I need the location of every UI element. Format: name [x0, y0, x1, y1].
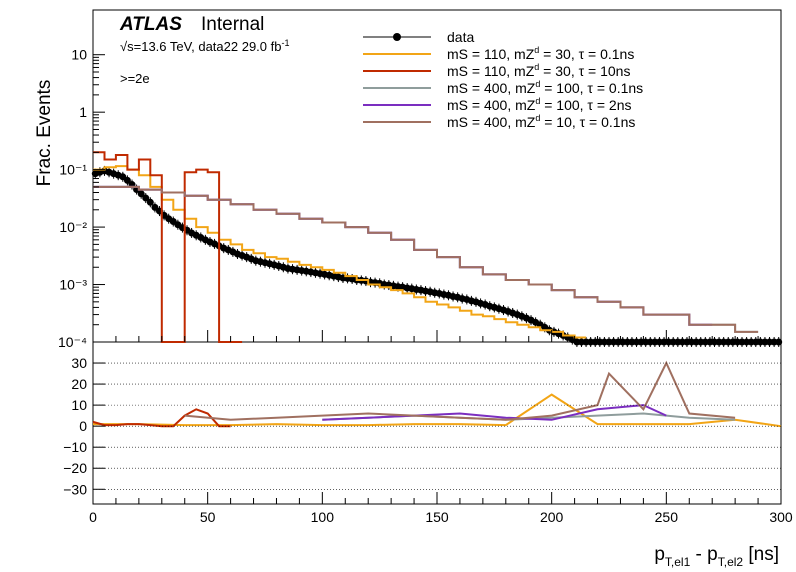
legend-label-ms-400-mz-d-10-0-1ns: mS = 400, mZd = 10, τ = 0.1ns — [447, 113, 635, 130]
ratio-y-tick-label: −20 — [63, 460, 87, 476]
ratio-panel-frame — [92, 341, 782, 505]
main-y-tick-label: 1 — [79, 104, 87, 120]
main-y-tick-label: 10⁻¹ — [59, 162, 87, 178]
series-ms-110-mz-d-30-0-1ns-ratio — [93, 393, 782, 428]
ratio-y-tick-label: −30 — [63, 481, 87, 497]
data-point — [137, 190, 145, 198]
legend-label-ms-400-mz-d-100-2ns: mS = 400, mZd = 100, τ = 2ns — [447, 96, 631, 113]
selection-label: >=2e — [120, 71, 150, 86]
series-ms-400-mz-d-100-2ns-main — [93, 185, 713, 326]
main-y-tick-label: 10⁻² — [59, 219, 87, 235]
series-ms-110-mz-d-30-10ns-main — [93, 151, 243, 343]
main-series-group — [91, 151, 783, 347]
data-point — [775, 338, 783, 346]
ratio-y-tick-label: −10 — [63, 439, 87, 455]
series-ms-400-mz-d-10-0-1ns-ratio — [184, 360, 736, 421]
ratio-series-group — [92, 360, 782, 428]
series-ms-400-mz-d-10-0-1ns-main — [93, 185, 759, 333]
ratio-y-tick-label: 10 — [71, 397, 87, 413]
internal-label: Internal — [201, 14, 264, 35]
main-y-tick-label: 10 — [71, 47, 87, 63]
x-tick-label: 100 — [311, 509, 335, 525]
ratio-y-tick-label: 20 — [71, 376, 87, 392]
x-tick-label: 150 — [425, 509, 449, 525]
ratio-y-tick-label: 30 — [71, 355, 87, 371]
ratio-y-tick-label: 0 — [79, 418, 87, 434]
legend-label-ms-110-mz-d-30-10ns: mS = 110, mZd = 30, τ = 10ns — [447, 62, 630, 79]
atlas-label: ATLAS — [119, 14, 182, 35]
x-tick-label: 0 — [89, 509, 97, 525]
ratio-grid-group — [93, 362, 781, 490]
series-ms-110-mz-d-30-10ns-ratio — [92, 408, 231, 428]
data-point — [123, 176, 131, 184]
x-axis-label: pT,el1 - pT,el2 [ns] — [654, 544, 779, 569]
data-point — [146, 198, 154, 206]
legend-label-ms-400-mz-d-100-0-1ns: mS = 400, mZd = 100, τ = 0.1ns — [447, 79, 643, 96]
x-tick-label: 50 — [200, 509, 216, 525]
series-ms-400-mz-d-100-0-1ns-main — [93, 185, 759, 333]
legend-marker-data — [393, 33, 401, 41]
series-ms-400-mz-d-100-2ns-ratio — [322, 404, 667, 421]
energy-lumi-label: √s=13.6 TeV, data22 29.0 fb-1 — [120, 38, 289, 54]
data-point — [142, 194, 150, 202]
legend-label-data: data — [447, 29, 474, 45]
series-ms-110-mz-d-30-0-1ns-main — [93, 165, 587, 339]
main-y-axis-label: Frac. Events — [34, 80, 55, 187]
x-tick-label: 200 — [540, 509, 564, 525]
x-tick-label: 300 — [769, 509, 793, 525]
main-y-tick-label: 10⁻³ — [59, 277, 87, 293]
main-y-tick-label: 10⁻⁴ — [58, 334, 87, 350]
x-tick-label: 250 — [655, 509, 679, 525]
legend-label-ms-110-mz-d-30-0-1ns: mS = 110, mZd = 30, τ = 0.1ns — [447, 45, 634, 62]
